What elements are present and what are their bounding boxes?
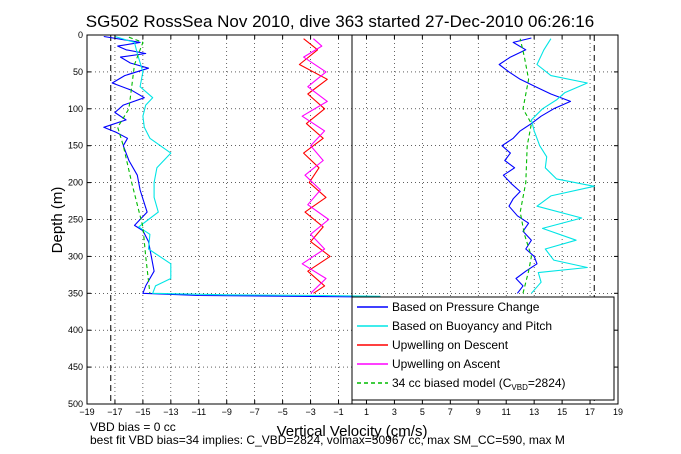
y-tick-label: 450 [68,362,83,372]
x-tick-label: 19 [613,407,623,417]
x-tick-label: 7 [448,407,453,417]
x-tick-label: −15 [135,407,150,417]
series-line-pressure_desc [103,35,395,300]
y-tick-label: 350 [68,288,83,298]
series-line-buoyancy_asc [530,38,595,294]
series-line-model_desc [117,36,151,294]
y-tick-label: 400 [68,325,83,335]
x-tick-label: 17 [585,407,595,417]
x-tick-label: −11 [191,407,206,417]
series-line-buoyancy_desc [114,35,381,297]
x-tick-label: 11 [502,407,511,417]
chart-title: SG502 RossSea Nov 2010, dive 363 started… [86,12,594,31]
x-tick-label: 13 [529,407,539,417]
legend-label: Upwelling on Ascent [392,357,501,371]
x-tick-label: −19 [79,407,94,417]
y-tick-label: 0 [78,30,83,40]
y-tick-label: 500 [68,399,83,409]
x-tick-label: −7 [250,407,260,417]
x-tick-label: −9 [222,407,232,417]
y-tick-label: 200 [68,178,83,188]
x-tick-label: −5 [277,407,287,417]
x-tick-label: 3 [392,407,397,417]
x-tick-label: −13 [163,407,178,417]
legend-label: 34 cc biased model (CVBD=2824) [392,376,566,392]
legend-label: Based on Pressure Change [392,300,540,314]
legend-label: Based on Buoyancy and Pitch [392,319,552,333]
y-tick-label: 150 [68,141,83,151]
y-axis-label: Depth (m) [49,187,66,254]
x-tick-label: 9 [476,407,481,417]
x-tick-label: 15 [557,407,567,417]
x-tick-label: 5 [420,407,425,417]
best-fit-note: best fit VBD bias=34 implies: C_VBD=2824… [90,433,565,447]
x-axis-label: Vertical Velocity (cm/s) [277,423,428,440]
x-tick-label: −17 [107,407,122,417]
y-tick-label: 100 [68,104,83,114]
legend-label: Upwelling on Descent [392,338,509,352]
series-line-model_asc [519,38,532,294]
series-line-upwelling_desc [298,38,331,294]
y-tick-label: 50 [73,67,83,77]
series-line-upwelling_asc [301,38,330,294]
series-layer [103,35,595,300]
legend: Based on Pressure Change Based on Buoyanc… [351,296,615,401]
x-tick-label: −3 [305,407,315,417]
y-tick-label: 300 [68,251,83,261]
y-tick-label: 250 [68,215,83,225]
vbd-bias-note: VBD bias = 0 cc [90,420,176,434]
y-axis-ticks: 0 50 100 150 200 250 300 350 400 450 500 [68,30,618,409]
x-tick-label: 1 [364,407,369,417]
x-tick-label: −1 [333,407,343,417]
legend-box [351,296,615,401]
x-axis-ticks: −19 −17 −15 −13 −11 −9 −7 −5 −3 −1 1 3 5 7 9 11 13 15 17 19 [79,35,623,417]
reference-lines [110,35,595,404]
series-line-pressure_asc [498,37,572,294]
